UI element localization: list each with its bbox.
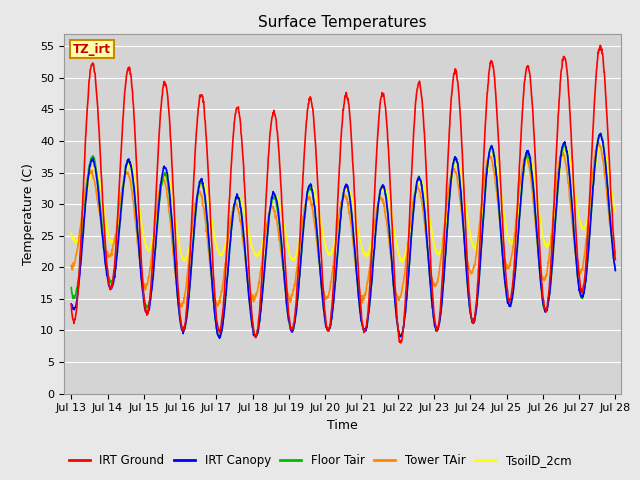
TsoilD_2cm	[499, 204, 507, 209]
IRT Canopy	[547, 276, 555, 281]
Tower TAir	[428, 276, 436, 281]
Floor Tair	[67, 285, 75, 290]
IRT Ground	[175, 299, 183, 304]
TsoilD_2cm	[175, 240, 183, 246]
Line: Floor Tair: Floor Tair	[71, 133, 615, 338]
TsoilD_2cm	[188, 227, 196, 233]
IRT Canopy	[188, 249, 196, 255]
TsoilD_2cm	[547, 231, 555, 237]
IRT Ground	[397, 340, 404, 346]
TsoilD_2cm	[67, 229, 75, 235]
Tower TAir	[611, 251, 619, 256]
X-axis label: Time: Time	[327, 419, 358, 432]
Tower TAir	[67, 264, 75, 270]
TsoilD_2cm	[250, 246, 257, 252]
Floor Tair	[428, 300, 436, 305]
Y-axis label: Temperature (C): Temperature (C)	[22, 163, 35, 264]
Title: Surface Temperatures: Surface Temperatures	[258, 15, 427, 30]
Tower TAir	[175, 299, 183, 305]
IRT Ground	[547, 257, 555, 263]
TsoilD_2cm	[598, 141, 605, 147]
Line: Tower TAir: Tower TAir	[71, 142, 615, 307]
IRT Canopy	[67, 301, 75, 307]
Tower TAir	[189, 223, 196, 229]
IRT Canopy	[250, 332, 257, 338]
IRT Ground	[611, 257, 619, 263]
Legend: IRT Ground, IRT Canopy, Floor Tair, Tower TAir, TsoilD_2cm: IRT Ground, IRT Canopy, Floor Tair, Towe…	[64, 449, 576, 472]
IRT Ground	[250, 323, 257, 328]
Floor Tair	[547, 276, 555, 282]
IRT Canopy	[216, 336, 223, 341]
TsoilD_2cm	[399, 259, 406, 265]
Floor Tair	[597, 131, 605, 136]
IRT Ground	[596, 42, 604, 48]
Line: IRT Ground: IRT Ground	[71, 45, 615, 343]
Floor Tair	[252, 335, 260, 341]
IRT Canopy	[428, 300, 436, 305]
Tower TAir	[594, 139, 602, 145]
Line: TsoilD_2cm: TsoilD_2cm	[71, 144, 615, 262]
Floor Tair	[250, 328, 257, 334]
Floor Tair	[499, 257, 507, 263]
IRT Ground	[67, 302, 75, 308]
TsoilD_2cm	[428, 228, 436, 234]
IRT Ground	[499, 228, 507, 234]
TsoilD_2cm	[611, 208, 619, 214]
Floor Tair	[611, 266, 619, 272]
IRT Canopy	[499, 258, 507, 264]
IRT Canopy	[596, 131, 604, 136]
Floor Tair	[175, 309, 183, 314]
Tower TAir	[177, 304, 185, 310]
IRT Ground	[188, 206, 196, 212]
Floor Tair	[188, 254, 196, 260]
IRT Ground	[428, 283, 436, 289]
Line: IRT Canopy: IRT Canopy	[71, 133, 615, 338]
Text: TZ_irt: TZ_irt	[73, 43, 111, 56]
IRT Canopy	[175, 308, 183, 314]
IRT Canopy	[611, 268, 619, 274]
Tower TAir	[250, 299, 257, 305]
Tower TAir	[499, 247, 507, 252]
Tower TAir	[547, 234, 555, 240]
